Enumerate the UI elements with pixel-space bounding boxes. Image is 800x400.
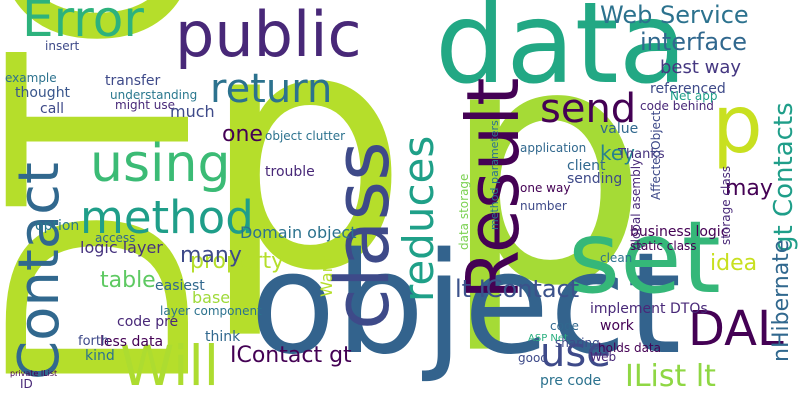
word: example	[5, 71, 57, 85]
word: sending	[567, 171, 622, 187]
word: method	[80, 191, 254, 244]
word: sharing	[555, 336, 600, 350]
word: return	[210, 66, 332, 112]
word: Error	[22, 0, 144, 48]
word: transfer	[105, 73, 161, 89]
word: less data	[100, 334, 163, 350]
word: one way	[520, 181, 570, 195]
word: logic layer	[80, 238, 163, 257]
word: business logic	[630, 224, 728, 240]
word: send	[540, 86, 636, 132]
word: base	[192, 288, 230, 307]
word: p	[712, 78, 763, 171]
word: idea	[710, 251, 757, 276]
word: implement DTOs	[590, 301, 708, 317]
word: nHibernate	[769, 240, 794, 362]
word: set	[568, 199, 721, 316]
word: value	[600, 121, 638, 137]
word: storage class	[719, 166, 733, 245]
word: DTO	[0, 0, 247, 398]
word: think	[205, 329, 241, 345]
word: reduces	[394, 136, 443, 302]
word: referenced	[650, 81, 726, 97]
word: IContact gt	[230, 343, 352, 368]
word: pre code	[540, 373, 601, 389]
word: code behind	[640, 99, 714, 113]
word: thought	[15, 85, 71, 101]
word: insert	[45, 39, 80, 53]
word: one	[222, 122, 263, 147]
word: key	[600, 141, 635, 165]
word: Net app	[670, 89, 717, 103]
word: may	[725, 176, 773, 201]
word: interface	[640, 28, 747, 56]
word: clean	[600, 251, 632, 265]
word: client	[567, 158, 606, 174]
word: might use	[115, 98, 175, 112]
word: object	[250, 223, 681, 386]
word: layer component	[160, 304, 262, 318]
word: global asembly	[629, 159, 643, 250]
word: option	[35, 218, 79, 234]
word: public	[175, 0, 362, 71]
word: Domain object	[240, 223, 356, 242]
word: gt Contacts	[769, 102, 799, 252]
word: Web Service	[600, 1, 749, 29]
word: data storage	[457, 174, 471, 250]
word: Thanks	[617, 147, 665, 162]
word: using	[90, 134, 230, 194]
word: data	[435, 0, 687, 109]
word: p	[200, 0, 409, 343]
word: code	[550, 319, 579, 333]
word: Web	[590, 350, 616, 364]
word: code pre	[117, 314, 178, 330]
word: call	[40, 101, 64, 117]
word: class	[317, 141, 406, 330]
word: static class	[630, 239, 697, 253]
word: DAL	[688, 301, 784, 357]
word: holds data	[598, 341, 661, 355]
word: trouble	[265, 164, 315, 180]
word: best way	[660, 57, 741, 78]
word: p	[440, 0, 649, 358]
word: work	[600, 318, 635, 334]
word: access	[95, 231, 135, 245]
word: Want	[317, 256, 336, 297]
word: Contact	[7, 162, 72, 380]
word: table	[100, 268, 156, 293]
word: forth	[78, 334, 109, 349]
word: number	[520, 199, 567, 213]
word: object clutter	[265, 129, 345, 143]
word: private IList	[10, 369, 57, 378]
word: easiest	[155, 278, 205, 294]
word: kind	[85, 348, 115, 364]
word: Result	[451, 78, 535, 300]
word: understanding	[110, 88, 197, 102]
word: ID	[20, 377, 33, 391]
word: many	[180, 243, 242, 268]
word: lt IContact	[455, 275, 579, 303]
word: good	[518, 351, 548, 365]
word: AffectedObject	[649, 110, 663, 200]
word: property	[190, 249, 284, 274]
word: use	[540, 330, 611, 376]
word: application	[520, 141, 586, 155]
word: Will	[120, 334, 219, 398]
word: IList lt	[625, 359, 716, 394]
word: ASP Net	[528, 333, 568, 344]
word: method parameters	[488, 120, 501, 230]
word: much	[170, 102, 215, 121]
